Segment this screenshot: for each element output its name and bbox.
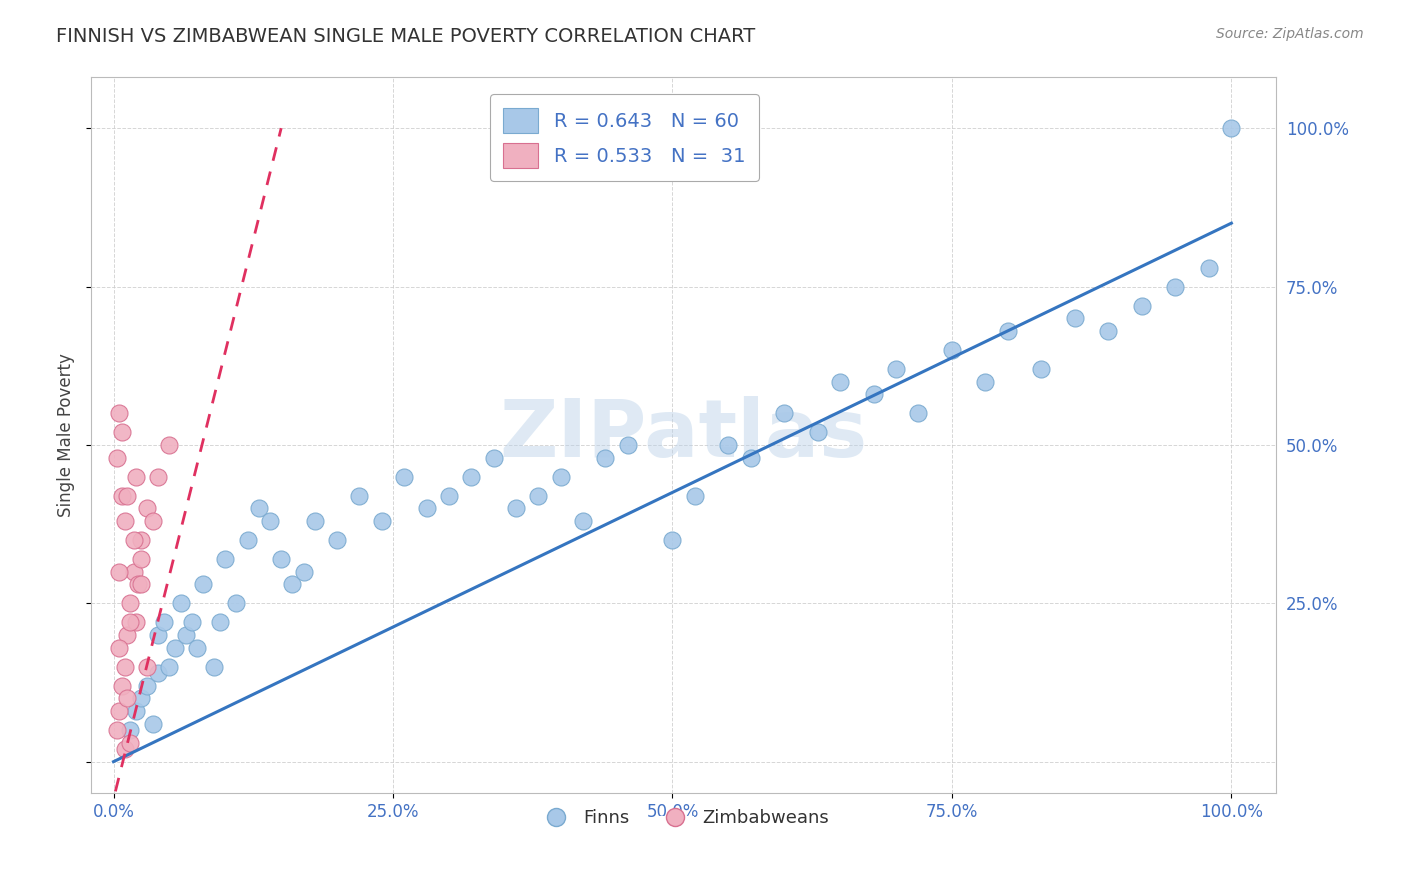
- Point: [136, 659, 159, 673]
- Point: [115, 489, 138, 503]
- Text: ZIPatlas: ZIPatlas: [499, 396, 868, 475]
- Point: [108, 406, 131, 420]
- Point: [1097, 324, 1119, 338]
- Point: [884, 362, 907, 376]
- Point: [111, 679, 134, 693]
- Point: [136, 501, 159, 516]
- Point: [1031, 362, 1053, 376]
- Point: [941, 343, 963, 357]
- Point: [163, 640, 186, 655]
- Point: [142, 716, 165, 731]
- Y-axis label: Single Male Poverty: Single Male Poverty: [58, 353, 75, 517]
- Point: [717, 438, 740, 452]
- Point: [225, 596, 247, 610]
- Point: [131, 691, 153, 706]
- Legend: Finns, Zimbabweans: Finns, Zimbabweans: [531, 802, 837, 834]
- Point: [572, 514, 595, 528]
- Point: [125, 469, 148, 483]
- Point: [191, 577, 214, 591]
- Point: [174, 628, 197, 642]
- Text: FINNISH VS ZIMBABWEAN SINGLE MALE POVERTY CORRELATION CHART: FINNISH VS ZIMBABWEAN SINGLE MALE POVERT…: [56, 27, 755, 45]
- Point: [392, 469, 415, 483]
- Point: [807, 425, 830, 440]
- Point: [105, 723, 128, 737]
- Point: [125, 704, 148, 718]
- Point: [108, 565, 131, 579]
- Point: [773, 406, 796, 420]
- Point: [550, 469, 572, 483]
- Point: [114, 659, 136, 673]
- Point: [131, 577, 153, 591]
- Point: [120, 723, 142, 737]
- Point: [125, 615, 148, 630]
- Point: [148, 628, 170, 642]
- Point: [122, 565, 145, 579]
- Point: [415, 501, 437, 516]
- Point: [131, 533, 153, 547]
- Point: [595, 450, 617, 465]
- Text: Source: ZipAtlas.com: Source: ZipAtlas.com: [1216, 27, 1364, 41]
- Point: [111, 425, 134, 440]
- Point: [1164, 279, 1187, 293]
- Point: [1063, 311, 1085, 326]
- Point: [105, 450, 128, 465]
- Point: [527, 489, 550, 503]
- Point: [371, 514, 394, 528]
- Point: [740, 450, 762, 465]
- Point: [304, 514, 326, 528]
- Point: [148, 469, 170, 483]
- Point: [202, 659, 225, 673]
- Point: [862, 387, 884, 401]
- Point: [180, 615, 202, 630]
- Point: [108, 640, 131, 655]
- Point: [120, 596, 142, 610]
- Point: [236, 533, 259, 547]
- Point: [482, 450, 505, 465]
- Point: [148, 665, 170, 680]
- Point: [153, 615, 176, 630]
- Point: [169, 596, 191, 610]
- Point: [114, 742, 136, 756]
- Point: [830, 375, 852, 389]
- Point: [115, 691, 138, 706]
- Point: [114, 514, 136, 528]
- Point: [616, 438, 638, 452]
- Point: [907, 406, 929, 420]
- Point: [186, 640, 208, 655]
- Point: [259, 514, 281, 528]
- Point: [136, 679, 159, 693]
- Point: [214, 552, 236, 566]
- Point: [349, 489, 371, 503]
- Point: [1130, 299, 1153, 313]
- Point: [270, 552, 292, 566]
- Point: [120, 736, 142, 750]
- Point: [974, 375, 997, 389]
- Point: [1220, 121, 1243, 136]
- Point: [122, 533, 145, 547]
- Point: [108, 704, 131, 718]
- Point: [157, 438, 180, 452]
- Point: [460, 469, 482, 483]
- Point: [131, 552, 153, 566]
- Point: [157, 659, 180, 673]
- Point: [127, 577, 149, 591]
- Point: [1198, 260, 1220, 275]
- Point: [326, 533, 349, 547]
- Point: [115, 628, 138, 642]
- Point: [281, 577, 304, 591]
- Point: [505, 501, 527, 516]
- Point: [683, 489, 706, 503]
- Point: [142, 514, 165, 528]
- Point: [437, 489, 460, 503]
- Point: [292, 565, 315, 579]
- Point: [208, 615, 231, 630]
- Point: [111, 489, 134, 503]
- Point: [120, 615, 142, 630]
- Point: [247, 501, 270, 516]
- Point: [661, 533, 683, 547]
- Point: [997, 324, 1019, 338]
